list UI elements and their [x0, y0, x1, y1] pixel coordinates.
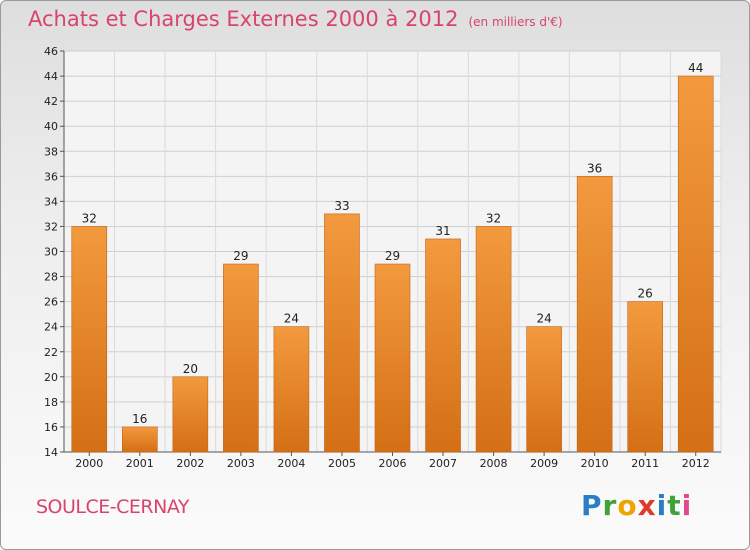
- chart-title: Achats et Charges Externes 2000 à 2012 (e…: [28, 7, 563, 31]
- value-label-2003: 29: [233, 249, 248, 263]
- x-tick-label-2007: 2007: [429, 457, 457, 470]
- y-tick-label: 20: [44, 371, 58, 384]
- x-tick-label-2003: 2003: [227, 457, 255, 470]
- y-tick-label: 38: [44, 145, 58, 158]
- logo-letter-4: i: [656, 489, 668, 522]
- x-tick-label-2004: 2004: [277, 457, 305, 470]
- value-label-2007: 31: [435, 224, 450, 238]
- y-tick-label: 16: [44, 421, 58, 434]
- logo-letter-2: o: [617, 489, 638, 522]
- bar-2011: [627, 301, 663, 453]
- y-tick-label: 26: [44, 296, 58, 309]
- x-tick-label-2009: 2009: [530, 457, 558, 470]
- bar-2000: [71, 226, 108, 453]
- value-label-2010: 36: [587, 161, 602, 175]
- y-tick-label: 36: [44, 170, 58, 183]
- axes: 14 16 18 20 22 24 26 28 30 32 34 36 38 40 42 44 46 2000 20…: [44, 45, 721, 470]
- x-tick-label-2002: 2002: [176, 457, 204, 470]
- value-label-2012: 44: [688, 61, 703, 75]
- location-name: SOULCE-CERNAY: [36, 496, 189, 518]
- bar-2010: [576, 176, 613, 453]
- x-tick-label-2001: 2001: [126, 457, 154, 470]
- x-tick-label-2010: 2010: [581, 457, 609, 470]
- bar-2012: [677, 75, 714, 453]
- logo-letter-6: i: [681, 489, 693, 522]
- bar-2001: [122, 426, 158, 453]
- value-label-2011: 26: [638, 287, 653, 301]
- bar-2004: [273, 326, 310, 453]
- value-label-2009: 24: [536, 312, 551, 326]
- y-tick-label: 34: [44, 195, 58, 208]
- value-label-2006: 29: [385, 249, 400, 263]
- value-label-2000: 32: [82, 211, 97, 225]
- bars: [71, 75, 714, 453]
- bar-2006: [374, 263, 411, 453]
- x-tick-label-2008: 2008: [480, 457, 508, 470]
- value-label-2005: 33: [334, 199, 349, 213]
- x-tick-label-2011: 2011: [631, 457, 659, 470]
- logo-letter-5: t: [667, 489, 682, 522]
- x-tick-label-2006: 2006: [379, 457, 407, 470]
- labels: 32 16 20 29 24 33 29 31 32 24 36 26 44: [82, 61, 704, 426]
- y-tick-label: 22: [44, 346, 58, 359]
- bar-2003: [223, 263, 259, 453]
- bar-2002: [172, 376, 209, 453]
- bar-2009: [526, 326, 562, 453]
- y-tick-label: 46: [44, 45, 58, 58]
- logo-letter-1: r: [602, 489, 618, 522]
- logo-letter-0: P: [581, 489, 603, 522]
- y-tick-label: 18: [44, 396, 58, 409]
- y-tick-label: 42: [44, 95, 58, 108]
- y-tick-label: 28: [44, 271, 58, 284]
- x-tick-label-2000: 2000: [75, 457, 103, 470]
- y-tick-label: 40: [44, 120, 58, 133]
- y-tick-label: 14: [44, 446, 58, 459]
- y-tick-label: 30: [44, 246, 58, 259]
- chart-title-text: Achats et Charges Externes 2000 à 2012: [28, 7, 459, 31]
- bar-2007: [425, 238, 461, 453]
- x-tick-label-2012: 2012: [682, 457, 710, 470]
- value-label-2008: 32: [486, 211, 501, 225]
- bar-2005: [324, 213, 360, 453]
- y-tick-label: 24: [44, 321, 58, 334]
- value-label-2004: 24: [284, 312, 299, 326]
- logo-letter-3: x: [637, 489, 657, 522]
- bar-2008: [475, 226, 512, 453]
- y-tick-label: 44: [44, 70, 58, 83]
- chart-unit: (en milliers d'€): [468, 15, 563, 29]
- proxiti-logo[interactable]: Proxiti: [581, 489, 692, 522]
- value-label-2001: 16: [132, 412, 147, 426]
- x-tick-label-2005: 2005: [328, 457, 356, 470]
- y-tick-label: 32: [44, 220, 58, 233]
- value-label-2002: 20: [183, 362, 198, 376]
